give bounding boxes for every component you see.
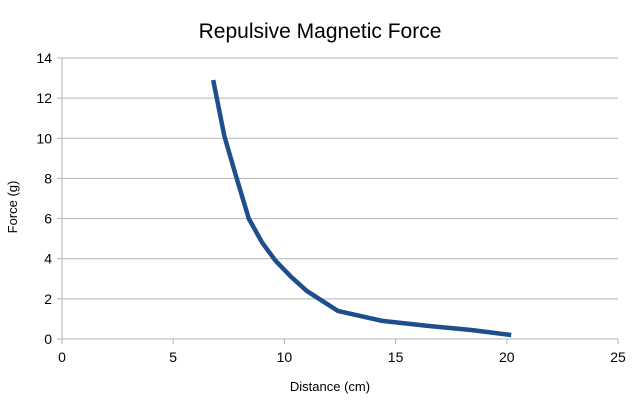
y-tick-label: 14: [36, 50, 52, 66]
y-tick-label: 2: [44, 291, 52, 307]
y-tick-label: 6: [44, 211, 52, 227]
x-tick-label: 10: [277, 349, 293, 365]
axis-layer: 0 2 4 6 8 10 12 14 0 5 10 15 20 25: [36, 50, 626, 365]
y-tick-label: 10: [36, 130, 52, 146]
x-tick-label: 20: [499, 349, 515, 365]
y-tick-label: 12: [36, 90, 52, 106]
y-tick-label: 8: [44, 170, 52, 186]
x-tick-label: 25: [610, 349, 626, 365]
y-tick-label: 0: [44, 331, 52, 347]
y-tick-label: 4: [44, 251, 52, 267]
series-layer: [213, 80, 511, 335]
series-line: [213, 80, 511, 335]
grid-layer: [62, 58, 618, 299]
y-axis-label: Force (g): [5, 181, 20, 234]
x-tick-label: 5: [169, 349, 177, 365]
x-axis-label: Distance (cm): [290, 379, 370, 394]
x-tick-label: 0: [58, 349, 66, 365]
chart-title: Repulsive Magnetic Force: [199, 20, 442, 43]
x-tick-label: 15: [388, 349, 404, 365]
